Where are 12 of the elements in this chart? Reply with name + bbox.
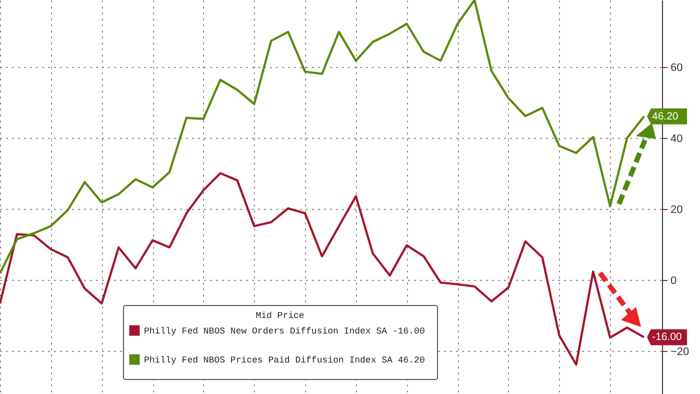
line-series: [0, 0, 646, 274]
y-tick-label: 60: [670, 62, 683, 74]
data-label: 46.20: [652, 110, 678, 122]
data-label: -16.00: [652, 331, 682, 344]
legend-label: Philly Fed NBOS Prices Paid Diffusion Index SA 46.20: [144, 356, 425, 366]
y-tick-label: 40: [670, 132, 683, 145]
legend-label: Philly Fed NBOS New Orders Diffusion Index SA -16.00: [144, 326, 425, 336]
y-tick-label: 0: [670, 274, 677, 287]
legend-title: Mid Price: [256, 311, 304, 321]
line-series: [0, 172, 646, 366]
y-tick-label: 20: [670, 204, 683, 216]
y-tick-label: −20: [670, 346, 690, 358]
